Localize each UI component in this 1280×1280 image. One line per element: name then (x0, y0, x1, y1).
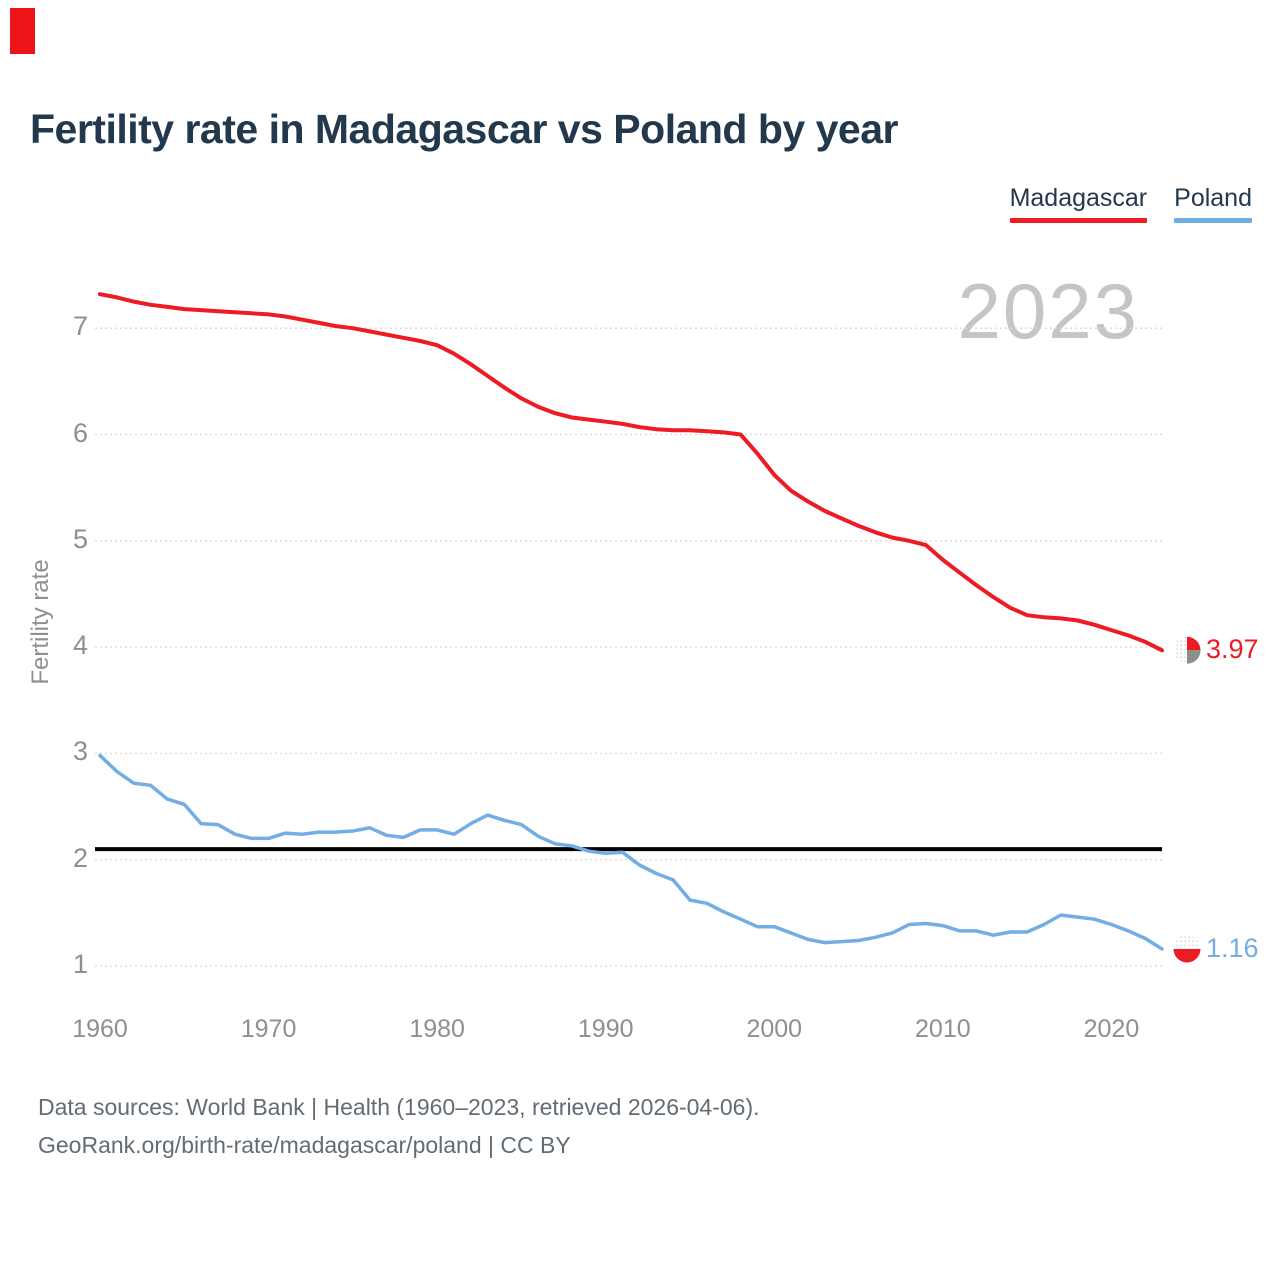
footer-attribution: GeoRank.org/birth-rate/madagascar/poland… (38, 1132, 571, 1158)
x-tick-label-1990: 1990 (577, 1015, 634, 1043)
footer: Data sources: World Bank | Health (1960–… (38, 1088, 760, 1164)
footer-data-sources: Data sources: World Bank | Health (1960–… (38, 1094, 760, 1120)
y-tick-label-5: 5 (72, 523, 88, 554)
series-line-madagascar (98, 292, 1164, 653)
x-tick-label-1970: 1970 (240, 1015, 297, 1043)
legend-label-madagascar: Madagascar (1009, 184, 1148, 212)
y-tick-label-4: 4 (72, 630, 88, 661)
legend-underline-madagascar (1009, 218, 1148, 223)
y-tick-label-7: 7 (72, 311, 88, 342)
series-line-poland (98, 753, 1164, 951)
legend-label-poland: Poland (1174, 184, 1252, 212)
legend-underline-poland (1174, 218, 1252, 223)
y-tick-label-1: 1 (72, 949, 88, 979)
corner-marker (10, 8, 35, 54)
x-tick-label-1980: 1980 (409, 1015, 465, 1043)
x-tick-label-2010: 2010 (915, 1015, 971, 1043)
y-tick-label-6: 6 (72, 417, 88, 448)
legend-item-poland[interactable]: Poland (1174, 184, 1252, 223)
y-tick-label-3: 3 (72, 736, 88, 767)
end-value-label-madagascar: 3.97 (1206, 634, 1259, 665)
watermark-year: 2023 (957, 267, 1139, 355)
legend-item-madagascar[interactable]: Madagascar (1009, 184, 1148, 223)
y-tick-label-2: 2 (72, 842, 88, 873)
poland-flag-icon (1173, 935, 1201, 963)
x-tick-label-2000: 2000 (746, 1015, 803, 1043)
legend: Madagascar Poland (1009, 184, 1252, 223)
x-tick-label-1960: 1960 (72, 1015, 128, 1043)
page-title: Fertility rate in Madagascar vs Poland b… (30, 106, 898, 152)
end-value-label-poland: 1.16 (1206, 932, 1259, 963)
x-tick-label-2020: 2020 (1083, 1015, 1140, 1043)
madagascar-flag-icon (1173, 636, 1201, 664)
